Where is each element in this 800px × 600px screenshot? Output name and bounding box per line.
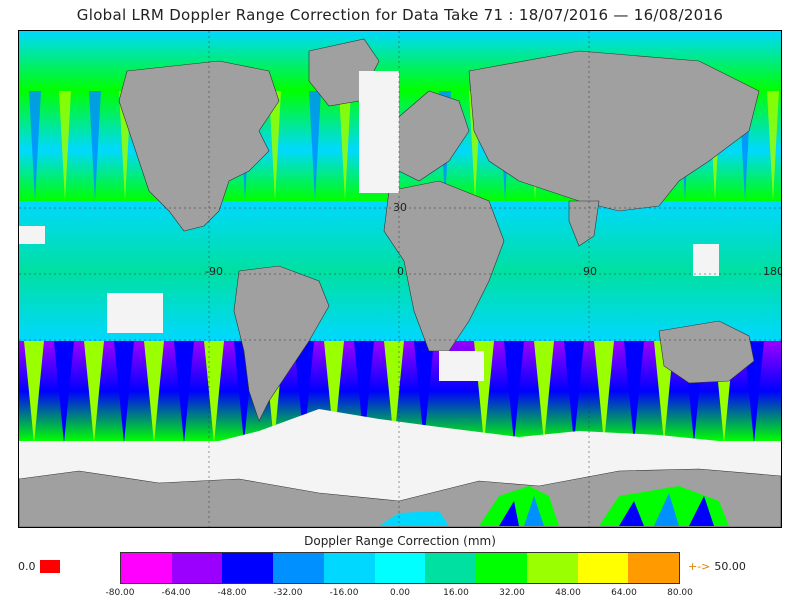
antarctic-data-patches [379, 486, 729, 526]
global-map: -90 0 90 180 30 [18, 30, 782, 528]
colorbar-tick: 32.00 [499, 588, 525, 598]
antarctica-land [19, 468, 781, 527]
lon-label-90: 90 [583, 265, 597, 278]
lon-label-0: 0 [397, 265, 404, 278]
colorbar-segment-4 [323, 553, 375, 583]
colorbar-segment-8 [526, 553, 578, 583]
colorbar-segment-9 [577, 553, 629, 583]
missing-data-swatch [39, 560, 60, 573]
colorbar-segment-6 [425, 553, 477, 583]
over-range-label: 50.00 [714, 560, 746, 573]
colorbar-tick: -64.00 [161, 588, 191, 598]
colorbar-tick: -80.00 [105, 588, 135, 598]
lon-label-neg90: -90 [205, 265, 223, 278]
colorbar-segment-7 [476, 553, 527, 583]
over-range-arrow: +-> [688, 560, 711, 573]
colorbar-segment-2 [222, 553, 274, 583]
no-data-patches [19, 71, 719, 381]
colorbar [120, 552, 680, 584]
india-land [568, 200, 600, 247]
colorbar-segment-1 [171, 553, 223, 583]
colorbar-tick: 48.00 [555, 588, 581, 598]
colorbar-segment-3 [273, 553, 324, 583]
colorbar-tick: 0.00 [389, 588, 411, 598]
over-range-legend: +-> 50.00 [688, 560, 746, 573]
colorbar-segment-0 [121, 553, 172, 583]
colorbar-segment-5 [374, 553, 426, 583]
colorbar-segment-10 [628, 553, 680, 583]
south-america-land [233, 265, 330, 422]
asia-land [468, 50, 760, 212]
africa-land [383, 180, 505, 352]
colorbar-tick: -48.00 [217, 588, 247, 598]
lon-label-180: 180 [763, 265, 782, 278]
colorbar-tick: -16.00 [329, 588, 359, 598]
colorbar-tick: 80.00 [667, 588, 693, 598]
missing-data-legend: 0.0 [18, 560, 60, 573]
colorbar-tick: 16.00 [443, 588, 469, 598]
lat-label-30: 30 [393, 201, 407, 214]
map-canvas [19, 31, 781, 527]
land-masses [19, 38, 781, 527]
missing-data-label: 0.0 [18, 560, 36, 573]
colorbar-title: Doppler Range Correction (mm) [304, 534, 496, 548]
graticule [19, 31, 781, 527]
map-title: Global LRM Doppler Range Correction for … [76, 6, 724, 24]
colorbar-tick: 64.00 [611, 588, 637, 598]
australia-land [658, 320, 755, 384]
colorbar-tick: -32.00 [273, 588, 303, 598]
colorbar-ticks: -80.00 -64.00 -48.00 -32.00 -16.00 0.00 … [105, 588, 692, 600]
north-america-land [118, 60, 280, 232]
